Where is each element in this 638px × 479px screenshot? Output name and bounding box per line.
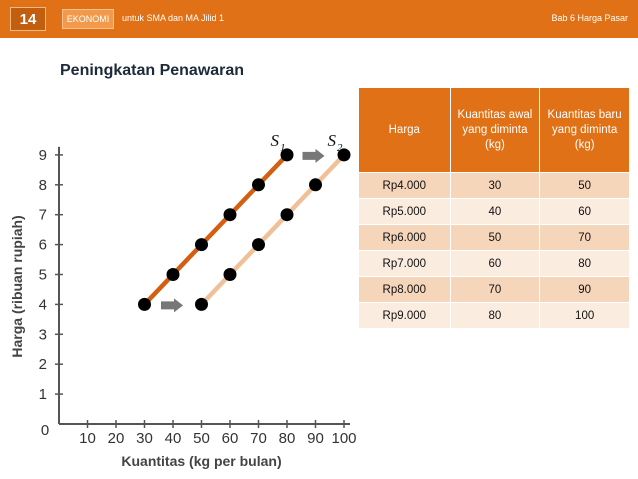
data-point [195,297,208,311]
x-tick-label: 90 [307,430,324,447]
header-bar: 14 EKONOMI untuk SMA dan MA Jilid 1 Bab … [0,0,638,38]
y-axis-title: Harga (ribuan rupiah) [9,215,25,357]
data-point [223,208,237,222]
data-point [252,178,265,192]
table-row: Rp5.000 40 60 [358,198,630,225]
y-tick-label: 9 [39,147,47,164]
series-label-s2: S [328,131,337,150]
x-tick-label: 70 [250,430,267,447]
cell-new-quantity: 70 [539,224,630,251]
cell-harga: Rp8.000 [358,276,451,303]
chapter-title: Bab 6 Harga Pasar [551,13,628,23]
table-row: Rp4.000 30 50 [358,172,630,199]
cell-initial-quantity: 30 [449,172,541,199]
table-row: Rp6.000 50 70 [358,224,630,251]
y-tick-label: 5 [39,267,47,284]
cell-new-quantity: 50 [539,172,630,199]
data-point [195,238,208,252]
table-row: Rp8.000 70 90 [358,276,630,303]
cell-initial-quantity: 80 [449,302,541,329]
origin-label: 0 [41,422,49,439]
data-point [337,148,351,162]
series-line-s1 [142,152,290,307]
supply-table: Harga Kuantitas awal yang diminta (kg) K… [358,87,630,329]
series-subscript-s1: 1 [280,142,286,154]
data-point [223,268,237,281]
data-point [280,148,294,162]
cell-new-quantity: 80 [539,250,630,277]
y-tick-label: 8 [39,177,47,194]
y-tick-label: 7 [39,207,47,224]
page-number: 14 [10,7,46,31]
series-label-s1: S [271,131,280,150]
x-tick-label: 10 [79,430,96,447]
book-title: untuk SMA dan MA Jilid 1 [122,13,225,23]
shift-arrow-icon [161,298,183,313]
cell-harga: Rp5.000 [358,198,451,225]
header-harga: Harga [358,87,451,173]
shift-arrow-icon [302,148,325,163]
header-initial-quantity: Kuantitas awal yang diminta (kg) [449,87,541,173]
x-tick-label: 100 [331,430,356,447]
data-point [280,208,294,222]
cell-harga: Rp4.000 [358,172,451,199]
data-point [166,268,180,281]
y-tick-label: 3 [39,326,47,343]
cell-new-quantity: 100 [539,302,630,329]
slide-title: Peningkatan Penawaran [60,62,245,79]
data-point [309,178,322,192]
y-tick-label: 2 [39,356,47,373]
table-header-row: Harga Kuantitas awal yang diminta (kg) K… [358,87,630,173]
cell-harga: Rp9.000 [358,302,451,329]
cell-harga: Rp7.000 [358,250,451,277]
x-tick-label: 40 [165,430,182,447]
cell-initial-quantity: 70 [449,276,541,303]
table-row: Rp7.000 60 80 [358,250,630,277]
header-new-quantity: Kuantitas baru yang diminta (kg) [539,87,630,173]
x-tick-label: 20 [108,430,125,447]
cell-new-quantity: 90 [539,276,630,303]
data-point [252,238,265,252]
table-row: Rp9.000 80 100 [358,302,630,329]
y-tick-label: 6 [39,237,47,254]
cell-initial-quantity: 40 [449,198,541,225]
x-axis-title: Kuantitas (kg per bulan) [121,453,281,469]
cell-initial-quantity: 50 [449,224,541,251]
data-point [138,297,151,311]
cell-harga: Rp6.000 [358,224,451,251]
x-tick-label: 60 [222,430,239,447]
subject-tab[interactable]: EKONOMI [62,9,114,29]
cell-initial-quantity: 60 [449,250,541,277]
y-tick-label: 1 [39,386,47,403]
x-tick-label: 80 [279,430,296,447]
x-tick-label: 30 [136,430,153,447]
y-tick-label: 4 [39,296,47,313]
cell-new-quantity: 60 [539,198,630,225]
series-line-s2 [199,152,347,307]
series-subscript-s2: 2 [337,142,343,154]
x-tick-label: 50 [193,430,210,447]
